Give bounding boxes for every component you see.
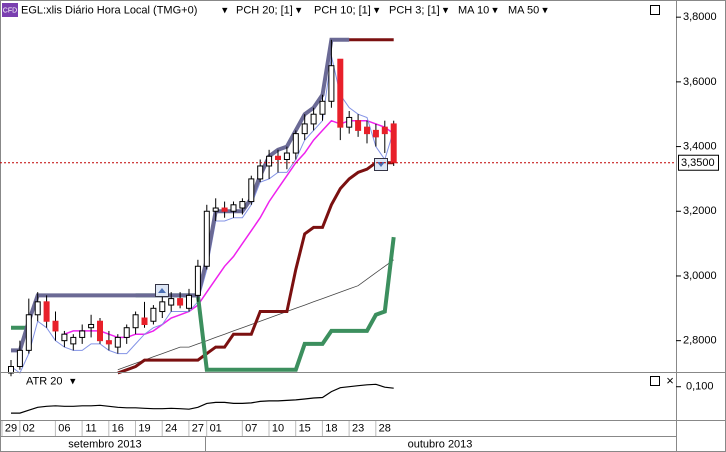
candle-body <box>230 204 237 212</box>
candle-body <box>97 320 103 342</box>
legend-item[interactable]: PCH 10; [1] <box>314 4 371 16</box>
candle-body <box>70 336 77 345</box>
dropdown-arrow[interactable]: ▾ <box>70 375 76 387</box>
x-tick-label: 28 <box>379 422 391 434</box>
month-label: setembro 2013 <box>68 438 141 450</box>
candle-body <box>43 301 50 322</box>
legend-item[interactable]: MA 50 <box>508 4 539 16</box>
candle-body <box>292 133 299 154</box>
candle-body <box>177 298 184 306</box>
candle-body <box>390 123 397 164</box>
candle-body <box>355 120 362 131</box>
candle-body <box>114 336 121 348</box>
plot-layers <box>8 37 397 414</box>
candle-body <box>132 314 139 329</box>
y-tick-label: 3,8000 <box>683 11 717 23</box>
x-tick-label: 29 <box>5 422 17 434</box>
x-tick-label: 02 <box>23 422 35 434</box>
candle-body <box>25 314 32 351</box>
candle-body <box>88 323 95 329</box>
x-tick-label: 01 <box>210 422 222 434</box>
indicator-line <box>117 161 394 375</box>
signal-marker[interactable] <box>155 284 169 297</box>
atr-label[interactable]: ATR 20 <box>26 375 62 387</box>
candle-body <box>79 330 86 338</box>
candle-body <box>248 178 255 203</box>
candle-body <box>381 126 388 135</box>
x-tick-label: 24 <box>165 422 177 434</box>
last-price-box <box>678 154 719 171</box>
y-tick-label: 3,4000 <box>683 140 717 152</box>
instrument-title[interactable]: EGL:xlis Diário Hora Local (TMG+0) <box>21 4 197 16</box>
candle-body <box>257 165 264 180</box>
candle-body <box>159 301 166 313</box>
dropdown-arrow: ▾ <box>296 4 302 16</box>
y-tick-label: 2,8000 <box>683 335 717 347</box>
legend-item[interactable]: MA 10 <box>458 4 489 16</box>
candle-body <box>141 317 148 325</box>
x-tick-label: 18 <box>325 422 337 434</box>
maximize-button[interactable] <box>650 376 660 386</box>
candle-body <box>123 327 130 338</box>
candle-body <box>221 207 228 212</box>
x-tick-label: 06 <box>58 422 70 434</box>
legend: PCH 20; [1] PCH 10; [1] PCH 3; [1] MA 10 MA … <box>236 4 548 16</box>
candle-body <box>328 65 335 102</box>
candle-body <box>194 265 201 296</box>
candle-body <box>61 333 68 342</box>
candle-body <box>16 349 23 368</box>
candle-body <box>319 100 326 115</box>
candle-body <box>283 152 290 161</box>
candle-body <box>239 201 246 209</box>
legend-item[interactable]: PCH 20; [1] <box>236 4 293 16</box>
candle-body <box>372 129 379 138</box>
candle-body <box>337 58 344 128</box>
y-tick-label: 3,0000 <box>683 270 717 282</box>
dropdown-arrow: ▾ <box>542 4 548 16</box>
candle-body <box>105 340 112 345</box>
x-tick-label: 27 <box>192 422 204 434</box>
candle-body <box>275 155 281 161</box>
candle-body <box>34 301 41 316</box>
candle-body <box>168 298 175 306</box>
x-tick-label: 11 <box>85 422 96 434</box>
y-tick-label: 3,2000 <box>683 205 717 217</box>
x-tick-label: 07 <box>245 422 257 434</box>
dropdown-arrow[interactable]: ▾ <box>222 4 228 16</box>
x-tick-label: 10 <box>272 422 284 434</box>
dropdown-arrow: ▾ <box>443 4 449 16</box>
candle-body <box>203 210 210 267</box>
month-label: outubro 2013 <box>408 438 473 450</box>
candle-body <box>150 307 157 322</box>
candle-body <box>212 207 219 212</box>
close-button[interactable]: × <box>666 373 674 388</box>
atr-line <box>11 383 394 414</box>
dropdown-arrow: ▾ <box>374 4 380 16</box>
badge <box>2 3 18 17</box>
x-tick-label: 16 <box>112 422 124 434</box>
candle-body <box>52 320 59 332</box>
badge-text: CFD <box>3 7 17 14</box>
x-tick-label: 23 <box>352 422 364 434</box>
legend-item[interactable]: PCH 3; [1] <box>389 4 440 16</box>
candle-body <box>186 294 192 309</box>
candle-body <box>310 113 317 125</box>
maximize-button[interactable] <box>650 5 660 15</box>
candle-body <box>364 126 370 135</box>
signal-marker[interactable] <box>374 158 388 171</box>
y-tick-label: 3,6000 <box>683 76 717 88</box>
candle-body <box>301 123 308 135</box>
y-tick-label: 0,100 <box>686 381 714 393</box>
x-tick-label: 15 <box>299 422 311 434</box>
last-price-label: 3,3500 <box>681 157 715 169</box>
candle-body <box>346 116 353 128</box>
candle-body <box>266 155 273 167</box>
dropdown-arrow: ▾ <box>492 4 498 16</box>
x-tick-label: 19 <box>138 422 150 434</box>
